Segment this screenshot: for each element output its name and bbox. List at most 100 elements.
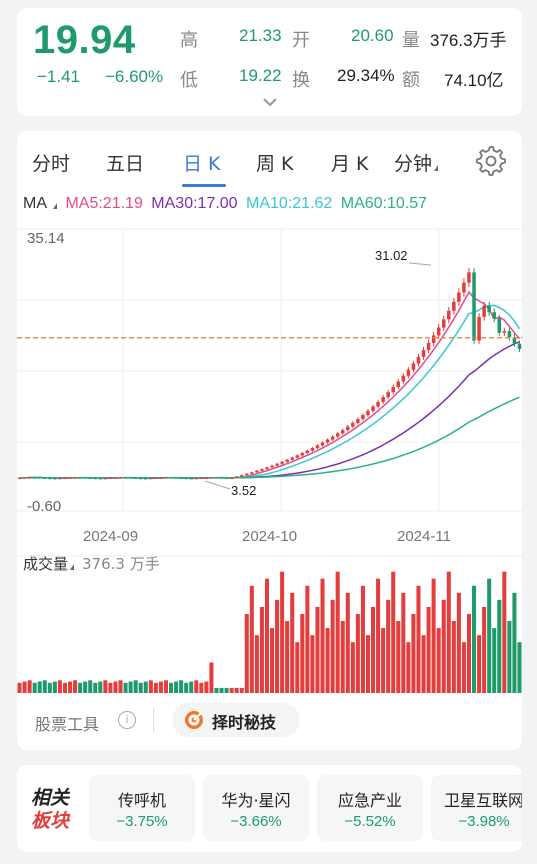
candle <box>310 448 315 451</box>
sector-name: 应急产业 <box>337 791 402 810</box>
sector-card[interactable]: 卫星互联网 −3.98% <box>431 775 522 841</box>
ma-label: MA <box>23 195 47 212</box>
volume-bar <box>350 642 355 693</box>
sector-card[interactable]: 应急产业 −5.52% <box>317 775 423 841</box>
candle <box>224 477 229 479</box>
volume-bar <box>57 680 62 693</box>
candle <box>290 457 294 460</box>
candle <box>229 477 234 480</box>
candle <box>325 439 330 443</box>
candle <box>239 475 244 477</box>
candle <box>234 476 239 478</box>
volume-bar <box>224 687 229 693</box>
volume-bar <box>209 662 214 693</box>
volume-value: 376.3万手 <box>430 31 507 50</box>
related-sectors-title: 相关 板块 <box>31 787 75 833</box>
candle <box>280 461 284 464</box>
volume-bar <box>174 681 179 693</box>
turnover-label: 换 <box>292 70 310 91</box>
candle <box>199 477 204 480</box>
tab-minute[interactable]: 分钟 <box>394 149 439 176</box>
timing-tips-button[interactable]: 择时秘技 <box>172 703 300 737</box>
open-label: 开 <box>292 30 310 51</box>
related-title-line2: 板块 <box>31 810 70 832</box>
candle <box>98 478 103 480</box>
volume-bar <box>335 571 340 693</box>
tab-monthly-k[interactable]: 月 K <box>331 153 369 175</box>
volume-bar <box>431 578 436 693</box>
candle <box>169 477 173 479</box>
target-icon <box>185 711 203 729</box>
candle <box>149 478 153 480</box>
candle <box>260 469 264 471</box>
candle <box>144 478 148 480</box>
candle <box>401 375 406 382</box>
candle <box>58 478 62 480</box>
tab-weekly-k[interactable]: 周 K <box>256 153 294 175</box>
candle <box>371 406 375 411</box>
volume-bar <box>502 571 507 693</box>
info-icon[interactable]: i <box>118 711 136 729</box>
candle <box>472 272 476 341</box>
volume-bar <box>189 681 194 693</box>
tab-daily-k[interactable]: 日 K <box>183 153 221 175</box>
tab-intraday[interactable]: 分时 <box>32 153 71 175</box>
candle <box>250 472 254 474</box>
ma-legend[interactable]: MA MA5:21.19 MA30:17.00 MA10:21.62 MA60:… <box>23 195 431 213</box>
tab-five-day[interactable]: 五日 <box>106 153 145 175</box>
ma-lines <box>19 290 521 479</box>
volume-bar <box>214 687 219 693</box>
volume-legend[interactable]: 成交量 376.3 万手 <box>23 553 160 574</box>
sector-name: 卫星互联网 <box>443 791 522 810</box>
active-tab-indicator <box>182 184 226 187</box>
candle <box>441 319 446 328</box>
x-tick-3: 2024-11 <box>397 528 451 545</box>
sector-change: −5.52% <box>344 813 396 830</box>
kline-chart[interactable]: 35.14 -0.60 31.02 3.52 2024-09 2024-10 2… <box>17 221 522 696</box>
candle <box>300 453 305 456</box>
volume-bar <box>401 592 406 693</box>
candle <box>507 331 512 338</box>
volume-bar <box>482 606 487 693</box>
volume-bar <box>466 613 471 693</box>
x-tick-1: 2024-09 <box>83 528 138 545</box>
volume-bar <box>340 621 345 693</box>
volume-bar <box>83 681 88 693</box>
volume-bar <box>133 680 138 693</box>
sector-card[interactable]: 传呼机 −3.75% <box>89 775 195 841</box>
candle <box>63 477 67 480</box>
low-value: 19.22 <box>239 66 282 85</box>
volume-bar <box>436 628 441 693</box>
candle <box>118 477 123 479</box>
ma-line-60 <box>19 396 520 479</box>
gear-icon[interactable] <box>475 145 507 177</box>
candle <box>184 478 188 480</box>
volume-bar <box>148 680 153 693</box>
candle <box>179 477 183 479</box>
candle <box>305 450 310 454</box>
volume-label: 成交量 <box>23 555 69 573</box>
candle <box>113 477 118 479</box>
sector-card[interactable]: 华为·星闪 −3.66% <box>203 775 309 841</box>
ma60-value: MA60:10.57 <box>340 195 428 212</box>
ma30-value: MA30:17.00 <box>151 195 238 212</box>
candle <box>78 477 82 479</box>
candle <box>154 477 158 480</box>
chevron-down-icon[interactable] <box>262 96 278 108</box>
volume-bar <box>158 681 163 693</box>
dropdown-triangle-icon <box>53 203 57 209</box>
candle <box>512 337 517 344</box>
period-tabs: 分时 五日 日 K 周 K 月 K 分钟 <box>17 131 522 187</box>
low-label: 低 <box>180 70 198 91</box>
high-label: 高 <box>180 30 198 51</box>
price-change-pct: −6.60% <box>105 67 164 86</box>
max-price-label: 31.02 <box>375 248 408 263</box>
candle <box>386 392 390 398</box>
related-title-line1: 相关 <box>31 787 70 809</box>
volume-bar <box>456 592 461 693</box>
volume-bar <box>62 682 67 693</box>
candle <box>270 465 274 468</box>
volume-bar <box>365 635 370 693</box>
candle <box>436 327 441 336</box>
volume-bar <box>163 680 168 693</box>
